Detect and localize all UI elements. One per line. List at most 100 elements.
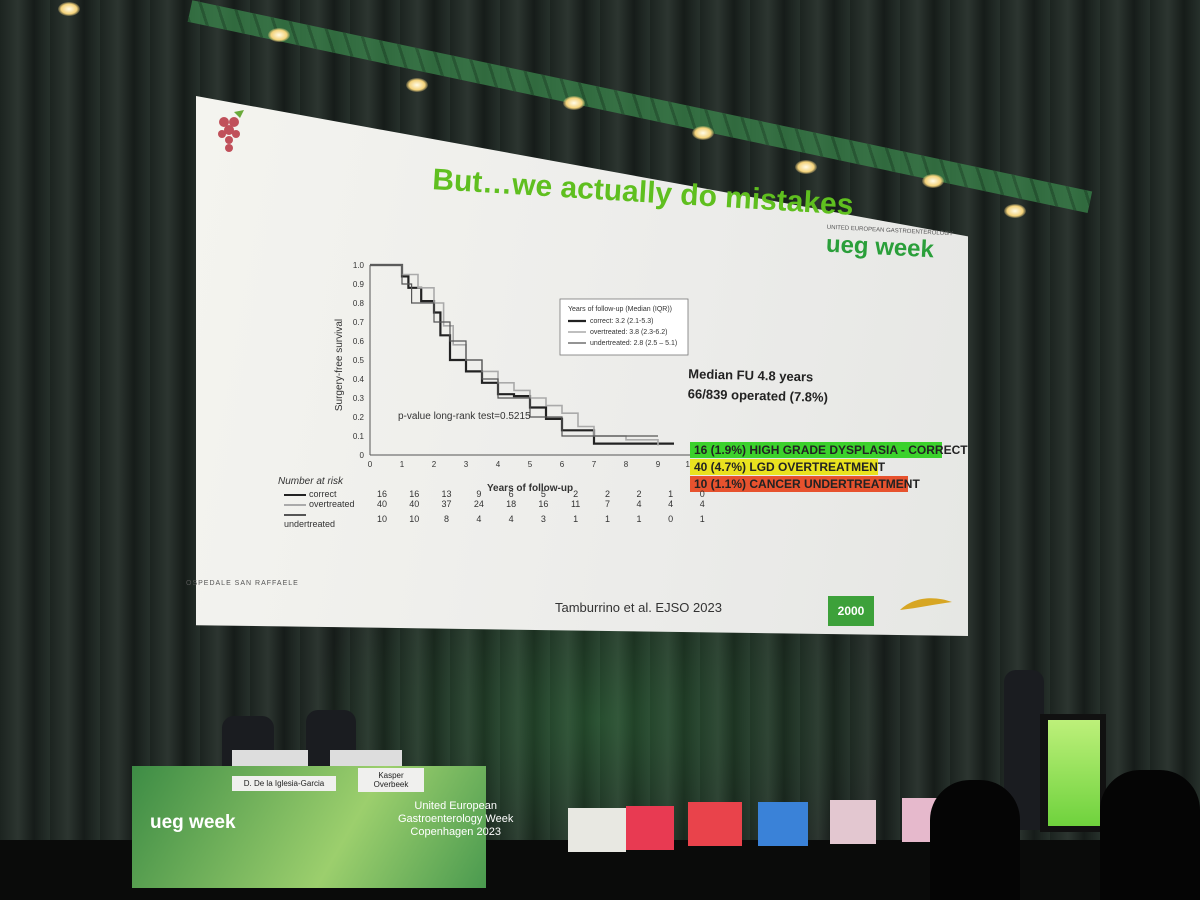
median-followup: Median FU 4.8 years 66/839 operated (7.8… [688,364,829,408]
risk-table: Number at risk correct 16 16 13 9 6 5 2 2 2 1 0 over… [278,476,718,556]
spotlight [563,96,585,110]
y-tick-label: 0.1 [353,432,365,441]
risk-row: overtreated 40 40 37 24 18 16 11 7 4 4 4 [278,499,718,509]
logo-2000: 2000 [828,596,874,626]
podium-screen [1048,720,1100,826]
y-tick-label: 0.8 [353,299,365,308]
spotlight [795,160,817,174]
risk-cell: 1 [573,514,579,524]
desk-line-1: United European [414,800,497,812]
x-tick-label: 1 [400,460,405,469]
stage-box [568,808,626,852]
y-axis-label: Surgery-free survival [334,319,345,411]
risk-cell: 5 [540,489,546,499]
risk-cell: 2 [636,489,642,499]
laptop [232,750,308,768]
stage-box [688,802,742,846]
y-tick-label: 0 [360,451,365,460]
pancreas-logo-icon [900,598,952,610]
legend-entry: undertreated: 2.8 (2.5 – 5.1) [590,340,677,347]
x-tick-label: 5 [528,460,533,469]
x-tick-label: 3 [464,460,469,469]
risk-cell: 2 [573,489,579,499]
spotlight [692,126,714,140]
risk-cell: 1 [668,489,674,499]
spotlight [268,28,290,42]
risk-cell: 4 [668,499,674,509]
risk-cell: 40 [376,499,387,509]
risk-cell: 1 [699,514,705,524]
risk-row: correct 16 16 13 9 6 5 2 2 2 1 0 [278,489,718,499]
y-tick-label: 1.0 [353,261,365,270]
series-line-undertreated [370,264,658,437]
y-tick-label: 0.3 [353,394,365,403]
risk-cell: 1 [636,514,642,524]
y-tick-label: 0.7 [353,318,365,327]
risk-cell: 18 [506,499,517,509]
risk-cell: 4 [476,514,482,524]
y-tick-label: 0.5 [353,356,365,365]
x-tick-label: 9 [656,460,661,469]
nameplate-1: D. De la Iglesia-Garcia [232,776,336,791]
median-line-2: 66/839 operated (7.8%) [687,386,829,405]
desk-line-3: Copenhagen 2023 [410,826,501,838]
y-tick-label: 0.9 [353,280,365,289]
risk-cell: 16 [538,499,549,509]
citation: Tamburrino et al. EJSO 2023 [555,600,722,615]
risk-table-body: correct 16 16 13 9 6 5 2 2 2 1 0 overtreated 40 40 37 24… [278,489,718,529]
x-tick-label: 8 [624,460,629,469]
risk-cell: 1 [604,514,610,524]
risk-cell: 7 [604,499,610,509]
grapes-logo-icon [218,110,244,152]
risk-row-label: undertreated [278,509,366,529]
desk-brand: ueg week [150,812,236,833]
risk-cell: 11 [570,499,581,509]
risk-cell: 6 [508,489,514,499]
stage-box [626,806,674,850]
x-tick-label: 7 [592,460,597,469]
x-tick-label: 4 [496,460,501,469]
y-tick-label: 0.2 [353,413,365,422]
risk-cell: 4 [636,499,642,509]
x-tick-label: 0 [368,460,373,469]
tag-overtreatment: 40 (4.7%) LGD OVERTREATMENT [690,459,885,475]
nameplate-2: Kasper Overbeek [358,768,424,792]
risk-cell: 2 [604,489,610,499]
legend-box [559,298,689,356]
spotlight [406,78,428,92]
hospital-name: OSPEDALE SAN RAFFAELE [186,580,299,587]
spotlight [1004,204,1026,218]
risk-cell: 8 [444,514,450,524]
y-tick-label: 0.4 [353,375,365,384]
y-axis-ticks: 0 0.1 0.2 0.3 0.4 0.5 0.6 0.7 0.8 0.9 1.0 [353,261,365,460]
risk-cell: 4 [508,514,514,524]
risk-cell: 16 [376,489,387,499]
risk-cell: 3 [540,514,546,524]
p-value-annotation: p-value long-rank test=0.5215 [398,411,531,422]
risk-cell: 40 [409,499,420,509]
risk-cell: 0 [668,514,674,524]
risk-cell: 0 [699,489,705,499]
legend-entry: correct: 3.2 (2.1-5.3) [590,318,653,325]
x-tick-label: 6 [560,460,565,469]
risk-cell: 9 [476,489,482,499]
audience-silhouettes [900,770,1200,900]
x-axis-label: Years of follow-up [487,483,573,494]
risk-row-label: overtreated [278,499,366,509]
risk-cell: 10 [376,514,387,524]
legend-layer: correct: 3.2 (2.1-5.3) overtreated: 3.8 (… [568,318,677,347]
tag-correct: 16 (1.9%) HIGH GRADE DYSPLASIA - CORRECT [690,442,968,458]
x-tick-label: 2 [432,460,437,469]
stage-box [758,802,808,846]
risk-cell: 4 [699,499,705,509]
risk-row: undertreated 10 10 8 4 4 3 1 1 1 0 1 [278,509,718,529]
risk-cell: 16 [409,489,420,499]
x-axis-ticks: 012345678910 [368,460,695,469]
desk-event-text: United European Gastroenterology Week Co… [398,800,513,839]
risk-cell: 13 [441,489,452,499]
risk-cell: 37 [441,499,452,509]
spotlight [58,2,80,16]
spotlight [922,174,944,188]
y-tick-label: 0.6 [353,337,365,346]
legend-entry: overtreated: 3.8 (2.3-6.2) [590,329,667,336]
